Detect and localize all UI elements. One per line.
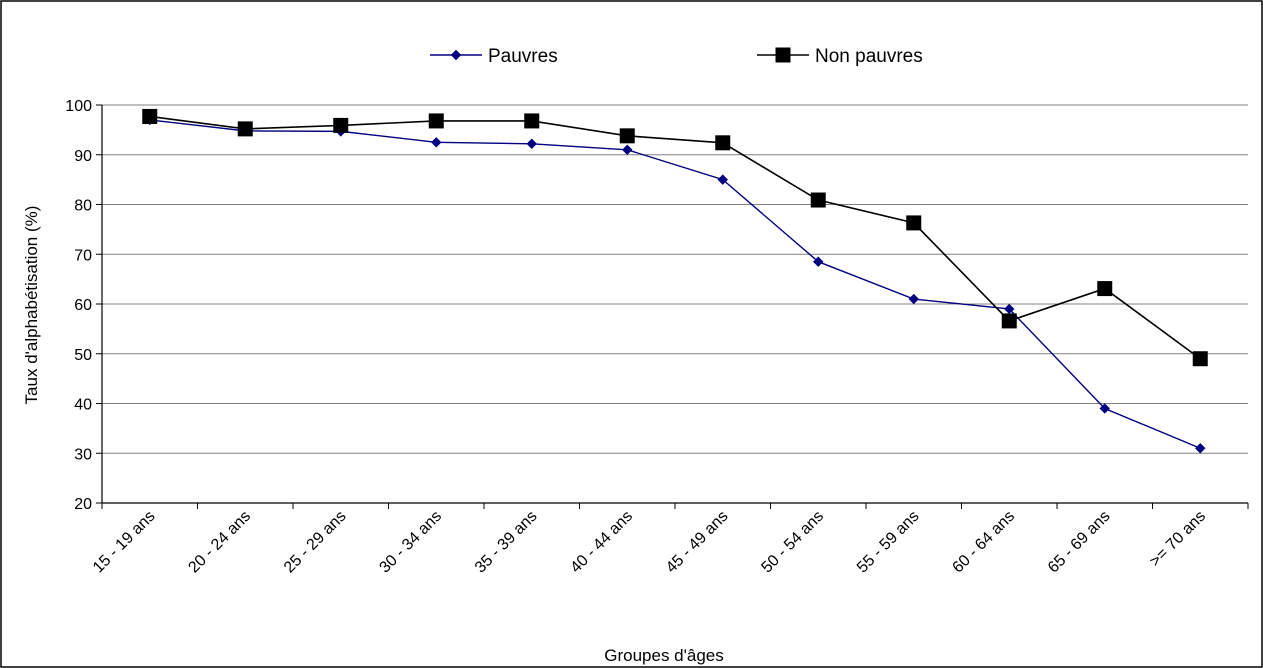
data-point-non-pauvres — [1097, 281, 1113, 297]
y-tick-label: 60 — [74, 297, 92, 314]
data-point-non-pauvres — [810, 192, 826, 208]
y-tick-label: 40 — [74, 397, 92, 414]
data-point-pauvres — [1099, 403, 1110, 414]
legend-label: Non pauvres — [815, 46, 923, 67]
y-tick-label: 30 — [74, 446, 92, 463]
data-point-pauvres — [1195, 443, 1206, 454]
data-point-non-pauvres — [619, 128, 635, 144]
data-point-non-pauvres — [142, 108, 158, 124]
data-point-non-pauvres — [906, 215, 922, 231]
data-point-non-pauvres — [1192, 351, 1208, 367]
data-point-non-pauvres — [715, 135, 731, 151]
data-point-non-pauvres — [237, 121, 253, 137]
series-group — [142, 108, 1208, 454]
gridlines — [102, 104, 1248, 454]
data-point-pauvres — [526, 138, 537, 150]
data-point-non-pauvres — [1001, 313, 1017, 329]
x-axis-label: Groupes d'âges — [604, 646, 724, 665]
data-point-pauvres — [431, 137, 442, 148]
data-point-non-pauvres — [333, 117, 349, 133]
y-tick-label: 90 — [74, 148, 92, 165]
y-axis-label: Taux d'alphabétisation (%) — [22, 206, 41, 405]
series-line-pauvres — [149, 119, 1201, 449]
y-tick-label: 50 — [74, 347, 92, 364]
y-tick-label: 70 — [74, 247, 92, 264]
axes — [96, 104, 1249, 509]
legend-marker — [450, 49, 462, 61]
data-point-pauvres — [908, 293, 919, 305]
data-point-pauvres — [717, 174, 728, 185]
y-tick-label: 100 — [65, 98, 92, 115]
y-tick-label: 20 — [74, 496, 92, 513]
data-point-pauvres — [813, 256, 824, 267]
data-point-non-pauvres — [428, 113, 444, 129]
y-tick-labels: 20 30 40 50 60 70 80 90 100 — [65, 98, 92, 513]
data-point-pauvres — [622, 144, 633, 155]
series-line-non-pauvres — [149, 115, 1201, 360]
y-tick-label: 80 — [74, 198, 92, 215]
data-point-non-pauvres — [524, 113, 540, 129]
legend: Pauvres Non pauvres — [430, 46, 923, 67]
legend-label: Pauvres — [488, 46, 558, 67]
legend-marker — [775, 47, 791, 63]
